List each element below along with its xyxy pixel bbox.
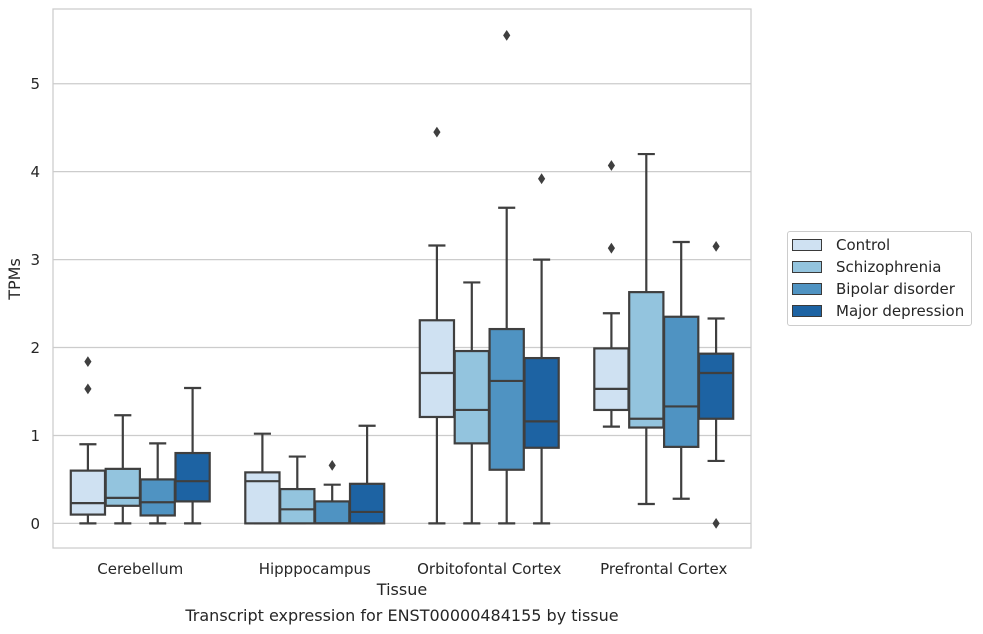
box-2-2: [488, 29, 525, 525]
box-iqr: [593, 347, 630, 412]
box-iqr: [662, 315, 700, 448]
legend-label: Control: [836, 236, 891, 254]
y-tick-label: 0: [30, 515, 40, 533]
y-tick-label: 5: [30, 75, 40, 93]
y-axis-label: TPMs: [5, 258, 24, 301]
box-iqr: [244, 471, 281, 525]
outlier-point: [503, 29, 511, 41]
box-0-3: [174, 386, 211, 525]
x-tick-labels: Cerebellum Hipppocampus Orbitofontal Corte…: [97, 560, 727, 578]
outlier-point: [712, 241, 720, 252]
box-0-0: [69, 356, 107, 525]
box-iqr: [697, 352, 735, 420]
legend-item-schizophrenia: Schizophrenia: [792, 257, 941, 277]
box-3-0: [593, 160, 630, 428]
x-tick-label: Cerebellum: [97, 560, 183, 578]
outlier-point: [328, 459, 336, 471]
box-2-3: [523, 173, 560, 525]
outlier-point: [607, 242, 615, 254]
legend-swatch: [792, 305, 822, 317]
box-1-1: [279, 455, 316, 525]
box-iqr: [453, 349, 491, 445]
box-iqr: [279, 487, 316, 525]
y-tick-label: 3: [30, 251, 40, 269]
box-iqr: [69, 469, 107, 516]
outlier-point: [712, 517, 720, 529]
outlier-point: [538, 173, 546, 185]
y-tick-label: 2: [30, 339, 40, 357]
box-1-0: [244, 432, 281, 525]
box-2-0: [418, 126, 456, 525]
x-tick-label: Orbitofontal Cortex: [417, 560, 561, 578]
box-series: [69, 29, 735, 529]
box-1-2: [313, 459, 351, 525]
box-iqr: [174, 451, 211, 503]
legend-label: Major depression: [836, 302, 965, 320]
legend-item-major-depression: Major depression: [792, 301, 964, 321]
plot-area: [52, 8, 752, 549]
legend: Control Schizophrenia Bipolar disorder M…: [787, 231, 972, 326]
outlier-point: [607, 160, 615, 171]
legend-swatch: [792, 239, 822, 251]
y-tick-label: 1: [30, 427, 40, 445]
box-1-3: [348, 424, 386, 525]
outlier-point: [84, 356, 92, 367]
box-iqr: [523, 356, 560, 449]
legend-label: Schizophrenia: [836, 258, 942, 276]
box-iqr: [348, 482, 386, 525]
y-gridlines: [53, 83, 751, 525]
y-tick-labels: 0 1 2 3 4 5: [30, 75, 40, 533]
box-iqr: [628, 291, 665, 429]
legend-item-bipolar-disorder: Bipolar disorder: [792, 279, 955, 299]
box-iqr: [313, 500, 351, 525]
y-tick-label: 4: [30, 163, 40, 181]
x-tick-label: Prefrontal Cortex: [600, 560, 727, 578]
outlier-point: [433, 126, 441, 138]
legend-swatch: [792, 283, 822, 295]
x-axis-label: Tissue: [376, 580, 427, 599]
legend-label: Bipolar disorder: [836, 280, 955, 298]
box-iqr: [488, 327, 525, 471]
box-iqr: [139, 478, 176, 517]
x-tick-label: Hipppocampus: [259, 560, 371, 578]
box-iqr: [104, 467, 142, 507]
legend-item-control: Control: [792, 235, 890, 255]
outlier-point: [84, 383, 92, 395]
legend-swatch: [792, 261, 822, 273]
chart-caption: Transcript expression for ENST0000048415…: [185, 606, 619, 625]
box-iqr: [418, 319, 456, 419]
box-3-3: [697, 241, 735, 529]
